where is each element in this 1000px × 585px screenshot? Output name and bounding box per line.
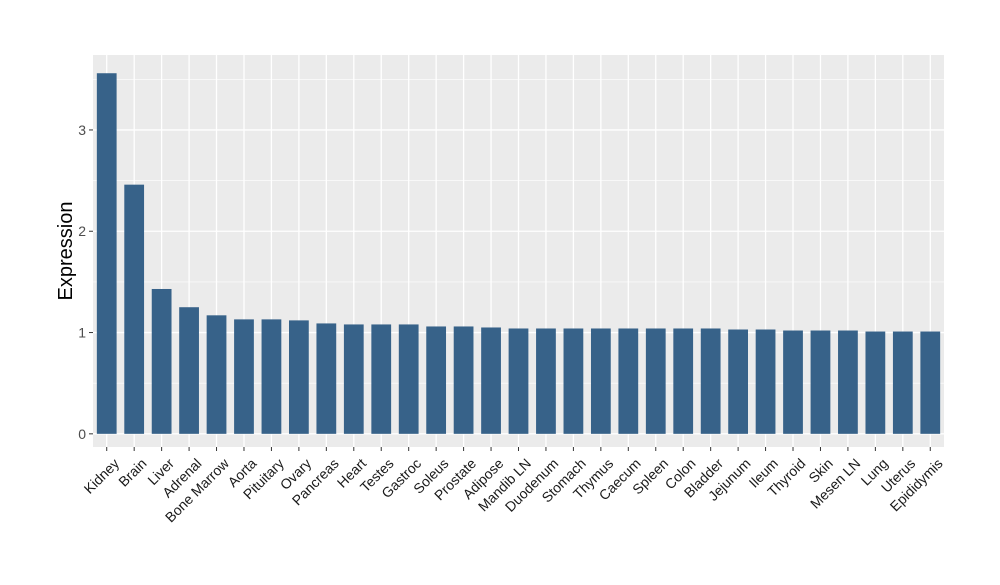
bar-prostate	[453, 326, 474, 434]
bar-adrenal	[179, 307, 199, 434]
bar-pituitary	[261, 319, 282, 434]
bar-uterus	[892, 331, 913, 434]
bar-testes	[371, 324, 392, 434]
bar-stomach	[563, 328, 584, 434]
y-axis-label: Expression	[55, 202, 77, 301]
bar-aorta	[234, 319, 254, 434]
bar-bladder	[700, 328, 721, 434]
bar-gastroc	[398, 324, 419, 434]
bar-ovary	[289, 320, 309, 434]
bar-mesen-ln	[838, 330, 858, 434]
bar-mandib-ln	[508, 328, 529, 434]
bar-duodenum	[536, 328, 556, 434]
bar-kidney	[96, 73, 117, 434]
bar-adipose	[481, 327, 501, 434]
bar-jejunum	[728, 329, 748, 434]
bar-lung	[865, 331, 886, 434]
bar-bone-marrow	[206, 315, 227, 434]
bar-heart	[343, 324, 364, 434]
bar-spleen	[645, 328, 666, 434]
bar-pancreas	[316, 323, 337, 434]
y-tick-label: 0	[78, 426, 86, 442]
bar-soleus	[426, 326, 447, 434]
bar-thymus	[590, 328, 611, 434]
bar-epididymis	[920, 331, 941, 434]
bar-brain	[124, 184, 145, 434]
bar-colon	[673, 328, 694, 434]
x-tick-label: Brain	[115, 455, 149, 489]
y-axis: 0 1 2 3	[78, 122, 93, 442]
y-tick-label: 2	[78, 223, 86, 239]
bar-liver	[151, 288, 172, 434]
bar-caecum	[618, 328, 639, 434]
y-tick-label: 1	[78, 325, 86, 341]
bars	[96, 73, 941, 434]
bar-skin	[810, 330, 831, 434]
x-tick-label: Kidney	[81, 455, 123, 497]
bar-thyroid	[783, 330, 803, 434]
bar-ileum	[755, 329, 776, 434]
y-tick-label: 3	[78, 122, 86, 138]
